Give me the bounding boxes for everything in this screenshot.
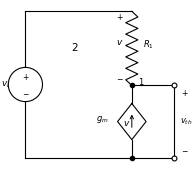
Text: $v$: $v$ xyxy=(123,119,131,128)
Text: $-$: $-$ xyxy=(22,88,29,97)
Text: $-$: $-$ xyxy=(116,73,123,82)
Text: $1$: $1$ xyxy=(138,76,144,87)
Text: $g_m$: $g_m$ xyxy=(96,114,109,125)
Text: $+$: $+$ xyxy=(116,12,123,22)
Text: $R_1$: $R_1$ xyxy=(143,38,153,51)
Text: $2$: $2$ xyxy=(71,41,79,53)
Text: $v$: $v$ xyxy=(116,38,123,47)
Text: $-$: $-$ xyxy=(181,146,189,155)
Text: +: + xyxy=(22,73,29,82)
Text: $v_i$: $v_i$ xyxy=(1,79,10,90)
Text: $v_{th}$: $v_{th}$ xyxy=(180,116,192,127)
Text: $+$: $+$ xyxy=(181,88,189,98)
